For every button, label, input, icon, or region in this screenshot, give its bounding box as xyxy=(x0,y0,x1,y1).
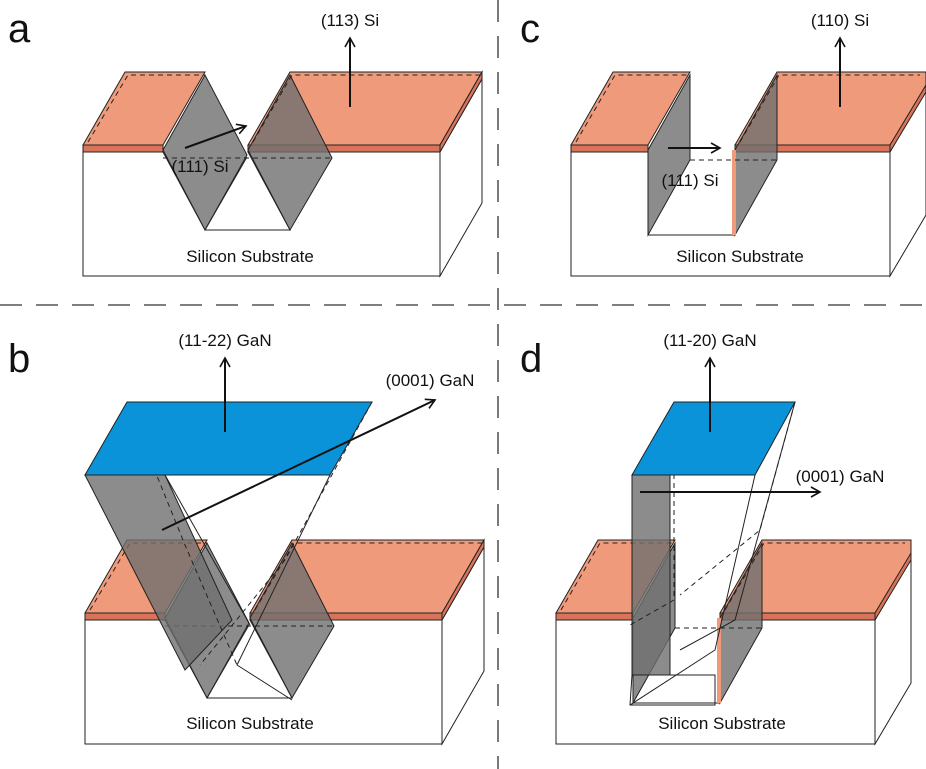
label: (111) Si xyxy=(171,157,228,176)
label: (11-20) GaN xyxy=(663,331,756,350)
panel-letter: b xyxy=(8,337,30,381)
top-face xyxy=(85,402,372,475)
figure: a (113) Si (111) Si Silicon Substrate b … xyxy=(0,0,926,769)
label: (0001) GaN xyxy=(386,371,475,390)
panel-b: b (11-22) GaN (0001) GaN Silicon Substra… xyxy=(8,331,484,744)
panel-a: a (113) Si (111) Si Silicon Substrate xyxy=(8,7,482,276)
label: (11-22) GaN xyxy=(178,331,271,350)
panel-letter: a xyxy=(8,7,31,51)
substrate-label: Silicon Substrate xyxy=(186,714,314,733)
panel-c: c (110) Si (111) Si Silicon Substrate xyxy=(520,7,926,276)
substrate-drawing xyxy=(571,72,926,276)
label: (110) Si xyxy=(811,11,869,30)
label: (113) Si xyxy=(321,11,379,30)
panel-letter: d xyxy=(520,337,542,381)
panel-d: d (11-20) GaN (0001) GaN Silicon Substra… xyxy=(520,331,911,744)
top-face xyxy=(632,402,795,475)
substrate-label: Silicon Substrate xyxy=(186,247,314,266)
label: (0001) GaN xyxy=(796,467,885,486)
label: (111) Si xyxy=(661,171,718,190)
substrate-drawing xyxy=(83,72,482,276)
substrate-label: Silicon Substrate xyxy=(676,247,804,266)
panel-letter: c xyxy=(520,7,540,51)
substrate-label: Silicon Substrate xyxy=(658,714,786,733)
facet xyxy=(632,475,670,675)
